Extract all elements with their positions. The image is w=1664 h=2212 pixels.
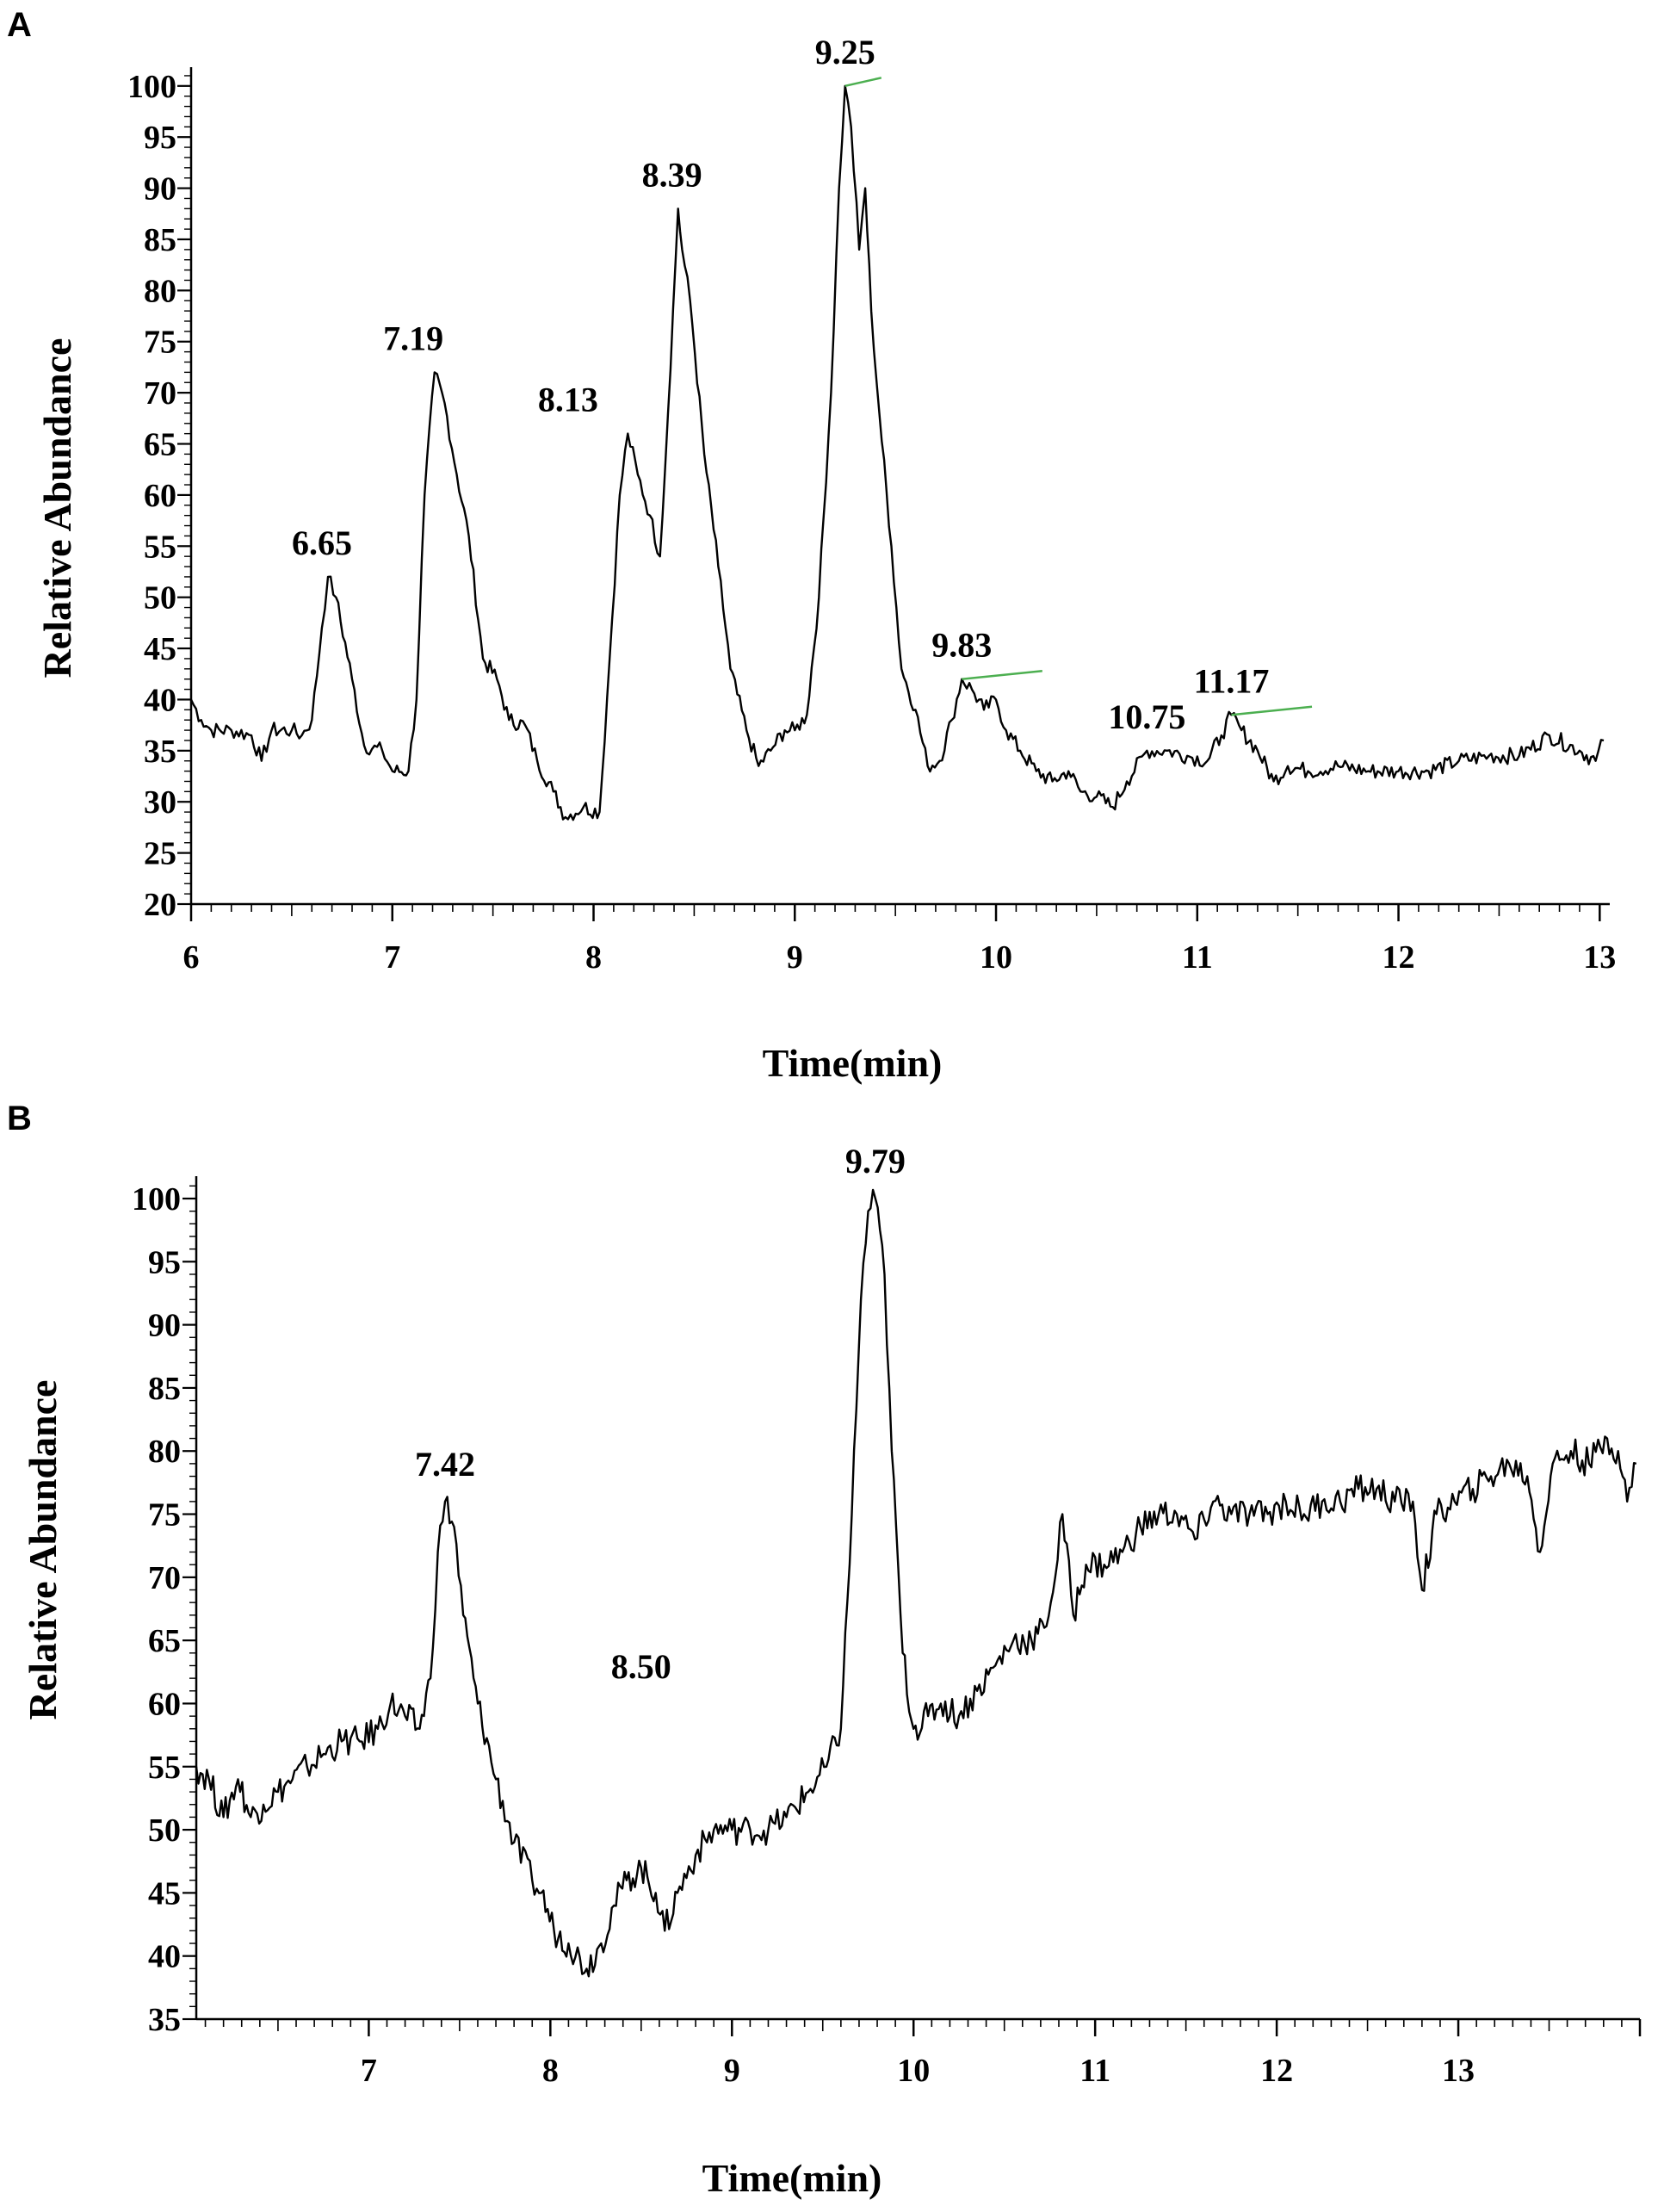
y-tick-label-a: 65 xyxy=(144,427,176,463)
y-tick-label-b: 55 xyxy=(148,1750,181,1786)
peak-marker xyxy=(1231,705,1313,716)
axes-a: 6 7 8 9 10 11 12 13 20 25 30 35 40 45 50 55 60 65 70 75 80 85… xyxy=(127,67,1616,976)
y-tick-label-b: 85 xyxy=(148,1371,181,1407)
x-tick-label-a: 12 xyxy=(1383,939,1415,976)
y-tick-label-b: 75 xyxy=(148,1497,181,1534)
y-tick-label-b: 60 xyxy=(148,1686,181,1722)
x-tick-label-b: 9 xyxy=(724,2053,740,2089)
y-tick-label-a: 20 xyxy=(144,887,176,923)
y-tick-label-a: 45 xyxy=(144,631,176,667)
y-tick-label-b: 40 xyxy=(148,1939,181,1975)
x-tick-label-b: 10 xyxy=(897,2053,930,2089)
y-tick-label-a: 95 xyxy=(144,120,176,156)
y-axis-title-a: Relative Abundance xyxy=(35,338,79,678)
x-tick-label-a: 6 xyxy=(183,939,200,976)
x-tick-label-b: 12 xyxy=(1260,2053,1293,2089)
y-tick-label-b: 65 xyxy=(148,1623,181,1659)
x-tick-label-a: 13 xyxy=(1583,939,1616,976)
peak-label: 9.83 xyxy=(931,626,992,665)
peak-label: 9.25 xyxy=(815,33,875,71)
x-tick-label-b: 7 xyxy=(361,2053,377,2089)
x-tick-label-b: 13 xyxy=(1442,2053,1475,2089)
peak-label: 9.79 xyxy=(845,1142,906,1180)
y-tick-label-b: 50 xyxy=(148,1812,181,1849)
y-tick-label-a: 25 xyxy=(144,836,176,872)
peak-label: 7.19 xyxy=(383,319,443,357)
x-axis-title-b: Time(min) xyxy=(702,2156,882,2200)
peak-label: 8.39 xyxy=(642,155,702,194)
x-tick-label-b: 8 xyxy=(542,2053,559,2089)
y-axis-title-b: Relative Abundance xyxy=(21,1380,65,1720)
y-tick-label-b: 100 xyxy=(132,1181,181,1218)
peak-label: 7.42 xyxy=(415,1445,475,1484)
panel-letter-b: B xyxy=(7,1100,32,1137)
y-tick-label-a: 30 xyxy=(144,784,176,821)
peak-marker xyxy=(962,669,1042,680)
peak-label: 11.17 xyxy=(1194,661,1270,700)
x-tick-label-b: 11 xyxy=(1079,2053,1110,2089)
y-tick-label-b: 90 xyxy=(148,1308,181,1344)
peak-markers-a xyxy=(844,77,1313,716)
chart-panel-a: A 6 7 8 9 10 11 12 13 20 25 30 35 40 45 50 55 60 65 70 75 80… xyxy=(7,6,1616,1085)
y-tick-label-a: 40 xyxy=(144,682,176,718)
y-tick-label-a: 85 xyxy=(144,222,176,258)
peak-label: 10.75 xyxy=(1108,697,1185,736)
y-tick-label-a: 35 xyxy=(144,734,176,770)
x-tick-label-a: 7 xyxy=(384,939,400,976)
x-tick-label-a: 8 xyxy=(585,939,602,976)
chromatogram-line-a xyxy=(189,84,1605,821)
x-tick-label-a: 9 xyxy=(787,939,803,976)
chromatogram-line-b xyxy=(195,1188,1637,1978)
x-tick-label-a: 10 xyxy=(980,939,1012,976)
y-tick-label-a: 80 xyxy=(144,273,176,309)
peak-label: 6.65 xyxy=(292,524,352,562)
y-tick-label-b: 45 xyxy=(148,1875,181,1911)
peak-labels-b: 7.42 8.50 9.79 xyxy=(415,1142,906,1686)
y-tick-label-a: 75 xyxy=(144,325,176,361)
y-tick-label-a: 90 xyxy=(144,171,176,208)
peak-label: 8.13 xyxy=(538,381,598,419)
chart-panel-b: B 7 8 9 10 11 12 13 35 40 45 50 55 60 65 70 75 80 85 90 95 1… xyxy=(7,1100,1642,2200)
y-tick-label-a: 55 xyxy=(144,529,176,565)
y-tick-label-a: 50 xyxy=(144,580,176,617)
y-tick-label-a: 100 xyxy=(127,69,176,105)
y-tick-label-b: 35 xyxy=(148,2002,181,2038)
y-tick-label-b: 95 xyxy=(148,1244,181,1280)
peak-label: 8.50 xyxy=(611,1647,671,1686)
y-tick-label-b: 80 xyxy=(148,1434,181,1470)
y-tick-label-b: 70 xyxy=(148,1560,181,1596)
x-tick-label-a: 11 xyxy=(1182,939,1213,976)
peak-marker xyxy=(844,77,882,88)
x-axis-title-a: Time(min) xyxy=(763,1041,943,1085)
y-tick-label-a: 70 xyxy=(144,375,176,412)
axes-b: 7 8 9 10 11 12 13 35 40 45 50 55 60 65 70 75 80 85 90 95 100 xyxy=(132,1176,1642,2089)
y-tick-label-a: 60 xyxy=(144,478,176,514)
panel-letter-a: A xyxy=(7,6,32,44)
